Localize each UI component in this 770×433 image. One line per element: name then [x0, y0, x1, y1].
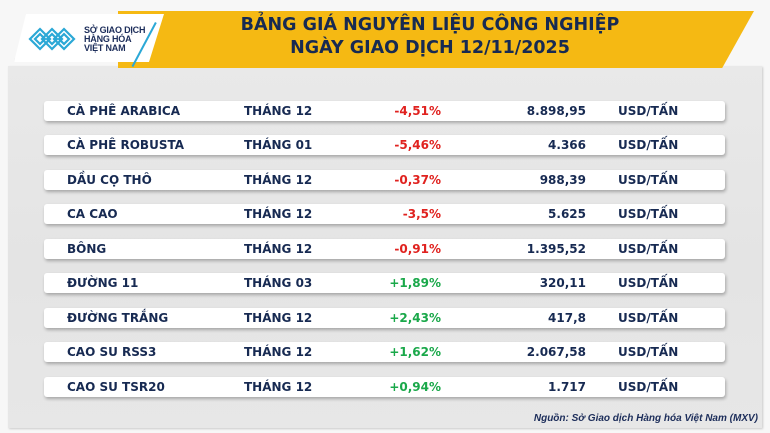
contract-month: THÁNG 12 — [244, 207, 313, 221]
commodity-name: ĐƯỜNG TRẮNG — [67, 311, 169, 325]
table-row: CA CAO THÁNG 12 -3,5% 5.625 USD/TẤN — [44, 204, 725, 224]
price-unit: USD/TẤN — [618, 311, 679, 325]
table-row: ĐƯỜNG 11 THÁNG 03 +1,89% 320,11 USD/TẤN — [44, 273, 725, 293]
price-unit: USD/TẤN — [618, 380, 679, 394]
source-note: Nguồn: Sở Giao dịch Hàng hóa Việt Nam (M… — [533, 413, 758, 424]
contract-month: THÁNG 12 — [244, 311, 313, 325]
contract-month: THÁNG 12 — [244, 380, 313, 394]
table-row: CÀ PHÊ ROBUSTA THÁNG 01 -5,46% 4.366 USD/TẤN — [44, 135, 725, 155]
commodity-name: CÀ PHÊ ROBUSTA — [67, 138, 184, 152]
price-value: 2.067,58 — [526, 345, 586, 359]
price-unit: USD/TẤN — [618, 242, 679, 256]
title-line-1: BẢNG GIÁ NGUYÊN LIỆU CÔNG NGHIỆP — [240, 15, 620, 35]
logo-line-1: SỞ GIAO DỊCH — [84, 25, 146, 35]
price-value: 8.898,95 — [526, 104, 586, 118]
contract-month: THÁNG 03 — [244, 276, 313, 290]
price-value: 5.625 — [548, 207, 586, 221]
price-unit: USD/TẤN — [618, 173, 679, 187]
price-value: 1.717 — [548, 380, 586, 394]
table-row: CAO SU TSR20 THÁNG 12 +0,94% 1.717 USD/TẤN — [44, 377, 725, 397]
contract-month: THÁNG 12 — [244, 345, 313, 359]
commodity-name: BÔNG — [67, 242, 107, 256]
contract-month: THÁNG 01 — [244, 138, 313, 152]
logo-text: SỞ GIAO DỊCH HÀNG HÓA VIỆT NAM — [84, 26, 145, 53]
table-row: BÔNG THÁNG 12 -0,91% 1.395,52 USD/TẤN — [44, 239, 725, 259]
price-value: 1.395,52 — [526, 242, 586, 256]
price-change: -0,37% — [394, 173, 441, 187]
title-banner — [118, 11, 754, 68]
price-value: 417,8 — [548, 311, 586, 325]
price-change: -4,51% — [394, 104, 441, 118]
price-unit: USD/TẤN — [618, 138, 679, 152]
price-value: 320,11 — [539, 276, 586, 290]
price-unit: USD/TẤN — [618, 276, 679, 290]
price-change: -0,91% — [394, 242, 441, 256]
price-change: +0,94% — [389, 380, 441, 394]
logo-line-3: VIỆT NAM — [84, 43, 126, 53]
page-title: BẢNG GIÁ NGUYÊN LIỆU CÔNG NGHIỆP NGÀY GI… — [200, 14, 660, 60]
table-row: CAO SU RSS3 THÁNG 12 +1,62% 2.067,58 USD/TẤN — [44, 342, 725, 362]
price-change: -3,5% — [402, 207, 441, 221]
table-row: DẦU CỌ THÔ THÁNG 12 -0,37% 988,39 USD/TẤN — [44, 170, 725, 190]
contract-month: THÁNG 12 — [244, 104, 313, 118]
commodity-name: CA CAO — [67, 207, 118, 221]
commodity-name: DẦU CỌ THÔ — [67, 173, 152, 187]
commodity-name: CAO SU RSS3 — [67, 345, 157, 359]
commodity-name: CAO SU TSR20 — [67, 380, 165, 394]
price-change: -5,46% — [394, 138, 441, 152]
mxv-logo-icon — [28, 27, 76, 51]
price-value: 988,39 — [539, 173, 586, 187]
price-unit: USD/TẤN — [618, 345, 679, 359]
table-row: ĐƯỜNG TRẮNG THÁNG 12 +2,43% 417,8 USD/TẤN — [44, 308, 725, 328]
price-change: +2,43% — [389, 311, 441, 325]
price-change: +1,89% — [389, 276, 441, 290]
table-row: CÀ PHÊ ARABICA THÁNG 12 -4,51% 8.898,95 USD/… — [44, 101, 725, 121]
contract-month: THÁNG 12 — [244, 173, 313, 187]
price-change: +1,62% — [389, 345, 441, 359]
price-value: 4.366 — [548, 138, 586, 152]
contract-month: THÁNG 12 — [244, 242, 313, 256]
commodity-name: ĐƯỜNG 11 — [67, 276, 139, 290]
logo-line-2: HÀNG HÓA — [84, 34, 132, 44]
title-line-2: NGÀY GIAO DỊCH 12/11/2025 — [290, 38, 570, 58]
commodity-name: CÀ PHÊ ARABICA — [67, 104, 181, 118]
price-unit: USD/TẤN — [618, 104, 679, 118]
price-unit: USD/TẤN — [618, 207, 679, 221]
